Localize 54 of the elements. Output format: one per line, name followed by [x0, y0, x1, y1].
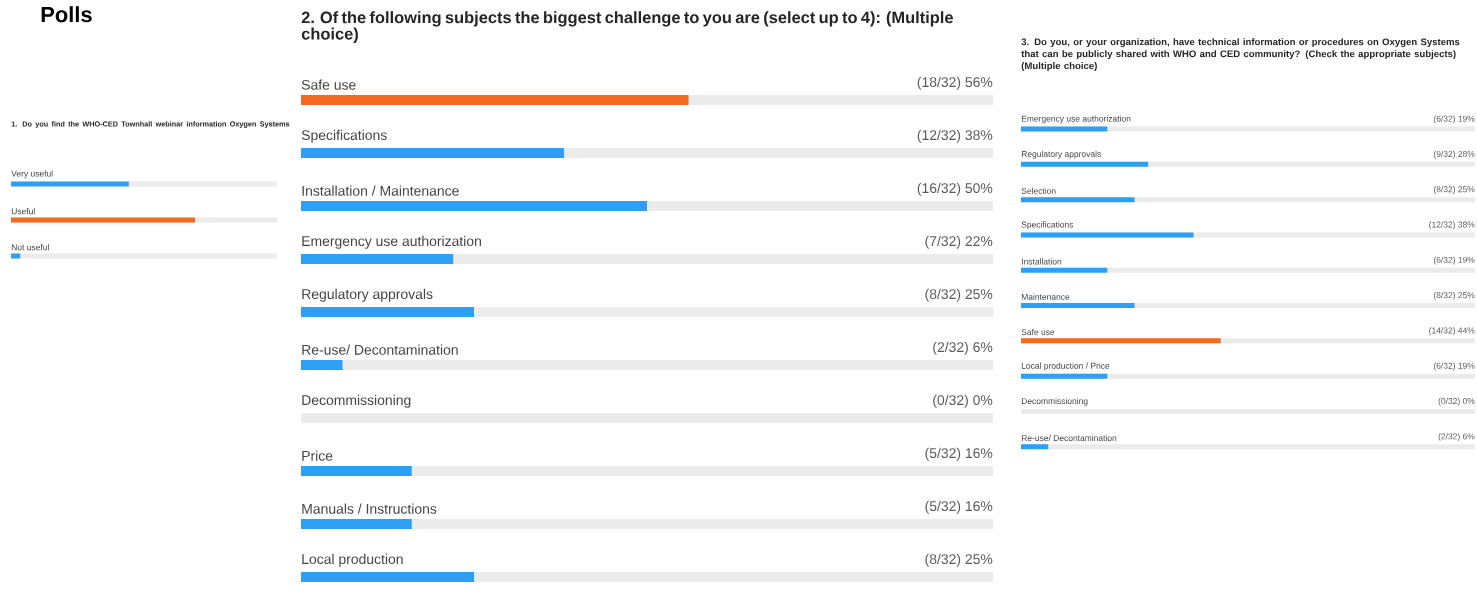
text: Polls [41, 6, 92, 23]
y-tick-label: Decommissioning [1021, 397, 1088, 406]
data-label: (9/32) 28% [1433, 150, 1475, 159]
bar [301, 253, 454, 264]
data-label: (18/32) 56% [917, 76, 993, 90]
data-label: (7/32) 22% [925, 235, 993, 249]
data-label: (14/32) 44% [1429, 327, 1475, 336]
y-tick-label: Very useful [11, 170, 53, 179]
y-tick-label: Re-use/ Decontamination [302, 344, 458, 355]
bar [1021, 444, 1049, 450]
y-tick-label: Safe use [301, 79, 356, 90]
data-label: (6/32) 19% [1433, 115, 1475, 124]
y-tick-label: Regulatory approvals [302, 288, 433, 302]
data-label: (2/32) 6% [933, 341, 993, 355]
data-label: (12/32) 38% [917, 129, 993, 143]
data-label: (6/32) 19% [1433, 256, 1475, 265]
y-tick-label: Selection [1021, 187, 1056, 194]
y-tick-label: Decommissioning [302, 394, 411, 408]
y-tick-label: Useful [11, 208, 35, 215]
data-label: (6/32) 19% [1433, 362, 1475, 371]
data-label: (5/32) 16% [925, 500, 993, 514]
data-label: (8/32) 25% [925, 553, 993, 567]
y-tick-label: Manuals / Instructions [302, 503, 437, 514]
bar [1021, 267, 1108, 273]
data-label: (2/32) 6% [1438, 433, 1475, 442]
y-tick-label: Installation [1022, 258, 1062, 265]
data-label: (5/32) 16% [925, 447, 993, 461]
y-tick-label: Local production [302, 553, 403, 567]
y-tick-label: Emergency use authorization [1021, 115, 1131, 124]
y-tick-label: Not useful [11, 244, 49, 251]
data-label: (0/32) 0% [1438, 397, 1475, 406]
y-tick-label: Specifications [1021, 221, 1074, 230]
bar [301, 518, 412, 529]
chart-title: 3. Do you, or your organization, have technical information or procedures on Oxygen Systems that can be publicly shared with WHO and CED community? (Check the appropriate subjects) (Multiple choice) [1021, 38, 1460, 72]
data-label: (16/32) 50% [917, 182, 993, 196]
y-tick-label: Safe use [1021, 328, 1055, 336]
bar [1021, 373, 1108, 379]
y-tick-label: Re-use/ Decontamination [1021, 434, 1117, 442]
y-tick-label: Local production / Price [1021, 362, 1110, 371]
y-tick-label: Emergency use authorization [302, 235, 481, 249]
y-tick-label: Maintenance [1021, 293, 1070, 300]
data-label: (8/32) 25% [925, 288, 993, 302]
y-tick-label: Specifications [301, 129, 387, 143]
chart-title: 2. Of the following subjects the biggest challenge to you are (select up to 4): (Multiple choice) [301, 11, 953, 43]
data-label: (12/32) 38% [1429, 221, 1475, 230]
bar [1021, 126, 1108, 132]
y-tick-label: Price [302, 450, 333, 461]
data-label: (8/32) 25% [1433, 291, 1475, 300]
bar [301, 465, 412, 476]
y-tick-label: Installation / Maintenance [302, 185, 459, 196]
data-label: (8/32) 25% [1433, 186, 1475, 194]
data-label: (0/32) 0% [933, 394, 993, 408]
bar [301, 359, 343, 370]
y-tick-label: Regulatory approvals [1021, 150, 1101, 159]
